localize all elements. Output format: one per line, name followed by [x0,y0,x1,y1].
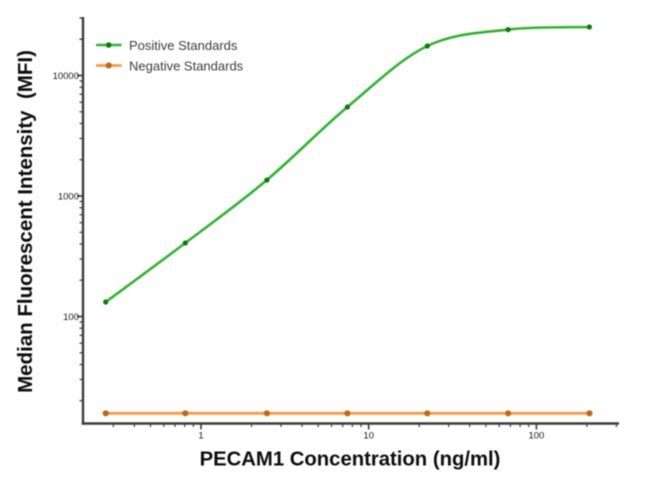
svg-text:10000: 10000 [53,71,79,82]
svg-text:PECAM1 Concentration (ng/ml): PECAM1 Concentration (ng/ml) [200,448,501,470]
svg-text:100: 100 [63,312,79,323]
svg-text:1: 1 [198,431,203,442]
svg-text:Median Fluorescent Intensity: Median Fluorescent Intensity (MFI) [14,50,37,393]
svg-text:1000: 1000 [58,191,79,202]
svg-text:10: 10 [363,431,374,442]
svg-text:Negative Standards: Negative Standards [129,58,244,73]
svg-text:100: 100 [528,431,544,442]
svg-text:Positive Standards: Positive Standards [129,38,238,53]
